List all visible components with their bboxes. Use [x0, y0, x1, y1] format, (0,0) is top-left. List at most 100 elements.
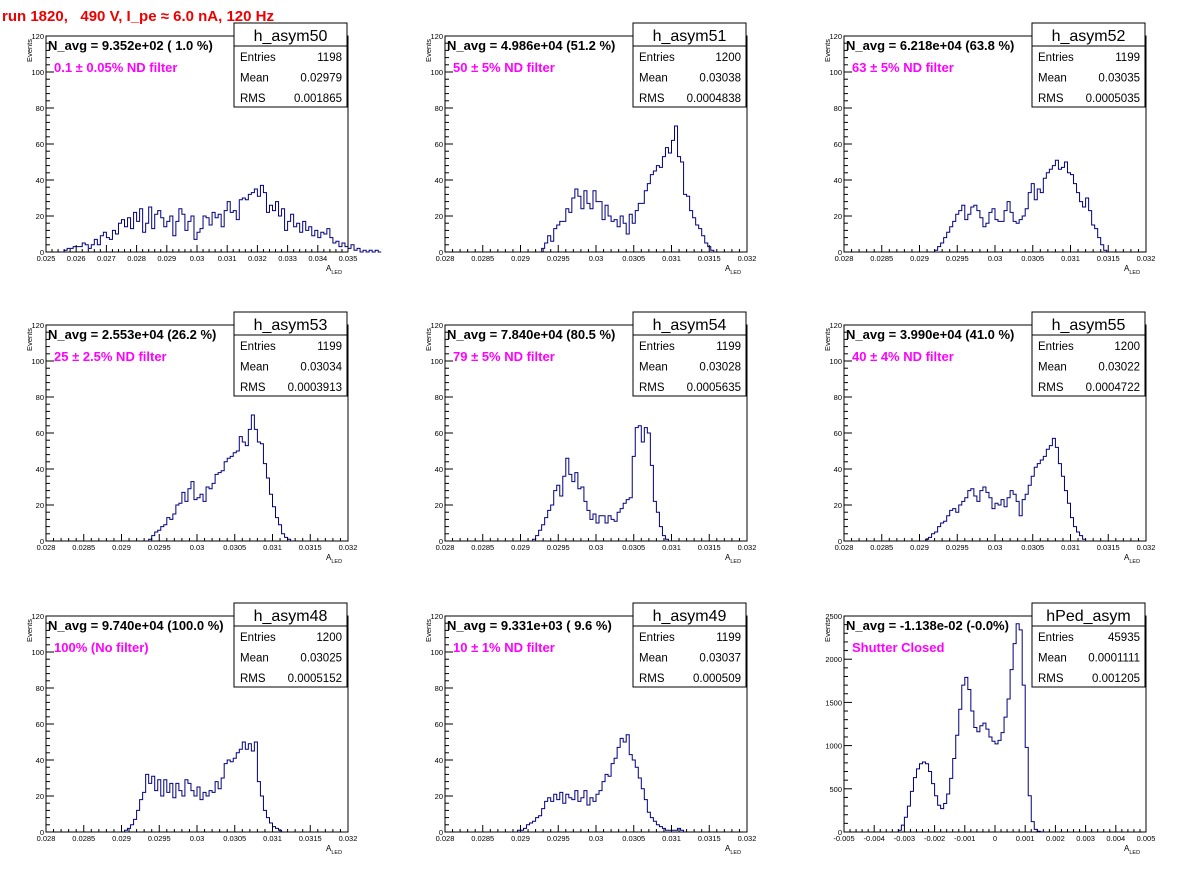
histogram-line: [925, 437, 1087, 541]
filter-annotation: 10 ± 1% ND filter: [453, 640, 555, 655]
histogram-line: [897, 623, 1044, 833]
x-tick-label: 0.031: [662, 543, 681, 552]
y-tick-label: 120: [31, 321, 44, 330]
histogram-panel-h_asym49: 0.028 0.0285 0.029 0.0295 0.03 0.0305 0.031 0.0…: [424, 602, 756, 856]
histogram-line: [934, 159, 1108, 252]
stats-value: 0.0005635: [687, 382, 741, 394]
stats-key: Entries: [639, 632, 675, 644]
y-tick-label: 0: [838, 537, 842, 546]
x-tick-label: 0.03: [589, 543, 604, 552]
histogram-line: [516, 734, 685, 832]
y-axis-title: Events: [25, 39, 34, 62]
stats-value: 0.0003913: [288, 382, 342, 394]
stats-box: [233, 602, 348, 688]
x-tick-label: 0.029: [112, 543, 131, 552]
navg-label: N_avg = 2.553e+04 (26.2 %): [48, 327, 216, 342]
y-tick-label: 60: [36, 720, 44, 729]
y-tick-label: 40: [36, 465, 44, 474]
x-tick-label: 0.0295: [547, 834, 570, 843]
histogram-panel-h_asym53: 0.028 0.0285 0.029 0.0295 0.03 0.0305 0.031 0.0…: [25, 311, 357, 565]
x-tick-label: 0.005: [1137, 834, 1156, 843]
x-tick-label: 0.029: [910, 543, 929, 552]
x-tick-label: 0.031: [263, 834, 282, 843]
navg-label: N_avg = 6.218e+04 (63.8 %): [846, 38, 1014, 53]
y-tick-label: 1000: [825, 742, 842, 751]
y-tick-label: 120: [430, 612, 443, 621]
y-axis-title: Events: [424, 39, 433, 62]
filter-annotation: 63 ± 5% ND filter: [852, 60, 954, 75]
stats-key: RMS: [1038, 382, 1064, 394]
x-tick-label: 0.029: [910, 254, 929, 263]
x-tick-label: -0.005: [833, 834, 854, 843]
x-axis-title: ALED: [1124, 844, 1140, 856]
x-tick-label: 0.0315: [698, 543, 721, 552]
y-tick-label: 0: [40, 248, 44, 257]
y-tick-label: 120: [430, 32, 443, 41]
y-tick-label: 40: [435, 756, 443, 765]
x-tick-label: 0.031: [662, 834, 681, 843]
y-tick-label: 20: [36, 501, 44, 510]
x-axis-title-subscript: LED: [730, 850, 741, 856]
filter-annotation: Shutter Closed: [852, 640, 945, 655]
stats-value: 45935: [1108, 632, 1140, 644]
histogram-panel-h_asym52: 0.028 0.0285 0.029 0.0295 0.03 0.0305 0.031 0.0…: [823, 22, 1155, 276]
stats-value: 0.001205: [1092, 673, 1140, 685]
stats-value: 0.03037: [699, 653, 741, 665]
x-tick-label: 0.031: [662, 254, 681, 263]
x-tick-label: 0.031: [1061, 543, 1080, 552]
x-tick-label: 0.033: [278, 254, 297, 263]
x-tick-label: 0.0285: [870, 254, 893, 263]
stats-value: 0.02979: [300, 73, 342, 85]
navg-label: N_avg = 4.986e+04 (51.2 %): [447, 38, 615, 53]
histogram-panel-h_asym55: 0.028 0.0285 0.029 0.0295 0.03 0.0305 0.031 0.0…: [823, 311, 1155, 565]
x-tick-label: 0.029: [511, 254, 530, 263]
x-axis-title: ALED: [1124, 264, 1140, 276]
y-axis-title: Events: [25, 619, 34, 642]
x-tick-label: 0.0305: [1021, 543, 1044, 552]
stats-value: 1199: [317, 341, 342, 353]
histogram-panel-h_asym48: 0.028 0.0285 0.029 0.0295 0.03 0.0305 0.031 0.0…: [25, 602, 357, 856]
stats-key: RMS: [639, 93, 665, 105]
y-axis-title: Events: [823, 328, 832, 351]
stats-box: [1031, 311, 1146, 397]
y-tick-label: 100: [430, 648, 443, 657]
stats-box: [632, 602, 747, 688]
stats-box: [233, 22, 348, 108]
x-tick-label: 0.029: [511, 543, 530, 552]
stats-key: Mean: [1038, 73, 1067, 85]
stats-value: 1200: [715, 52, 741, 64]
x-tick-label: 0.032: [248, 254, 267, 263]
y-tick-label: 100: [430, 357, 443, 366]
stats-box: [233, 311, 348, 397]
x-tick-label: 0.03: [589, 254, 604, 263]
y-tick-label: 120: [829, 321, 842, 330]
histogram-panel-h_asym51: 0.028 0.0285 0.029 0.0295 0.03 0.0305 0.031 0.0…: [424, 22, 756, 276]
x-tick-label: 0.0305: [622, 543, 645, 552]
x-tick-label: 0.029: [511, 834, 530, 843]
y-tick-label: 60: [834, 429, 842, 438]
y-tick-label: 60: [834, 140, 842, 149]
stats-key: Mean: [639, 653, 668, 665]
histogram-name: h_asym50: [254, 28, 328, 45]
x-tick-label: 0.028: [436, 834, 455, 843]
stats-value: 0.0005152: [288, 673, 342, 685]
y-tick-label: 80: [36, 393, 44, 402]
stats-value: 0.03035: [1098, 73, 1140, 85]
y-tick-label: 40: [435, 465, 443, 474]
y-tick-label: 2000: [825, 655, 842, 664]
y-tick-label: 1500: [825, 698, 842, 707]
x-axis-title: ALED: [725, 264, 741, 276]
y-tick-label: 60: [36, 429, 44, 438]
x-tick-label: 0.03: [190, 254, 205, 263]
x-tick-label: 0.028: [37, 834, 56, 843]
y-tick-label: 100: [829, 357, 842, 366]
x-tick-label: 0.0315: [1097, 543, 1120, 552]
x-tick-label: 0.032: [738, 543, 757, 552]
navg-label: N_avg = 7.840e+04 (80.5 %): [447, 327, 615, 342]
x-tick-label: 0.002: [1046, 834, 1065, 843]
x-tick-label: 0.0315: [698, 254, 721, 263]
y-tick-label: 120: [31, 612, 44, 621]
navg-label: N_avg = 9.740e+04 (100.0 %): [48, 618, 224, 633]
x-tick-label: 0.028: [37, 543, 56, 552]
